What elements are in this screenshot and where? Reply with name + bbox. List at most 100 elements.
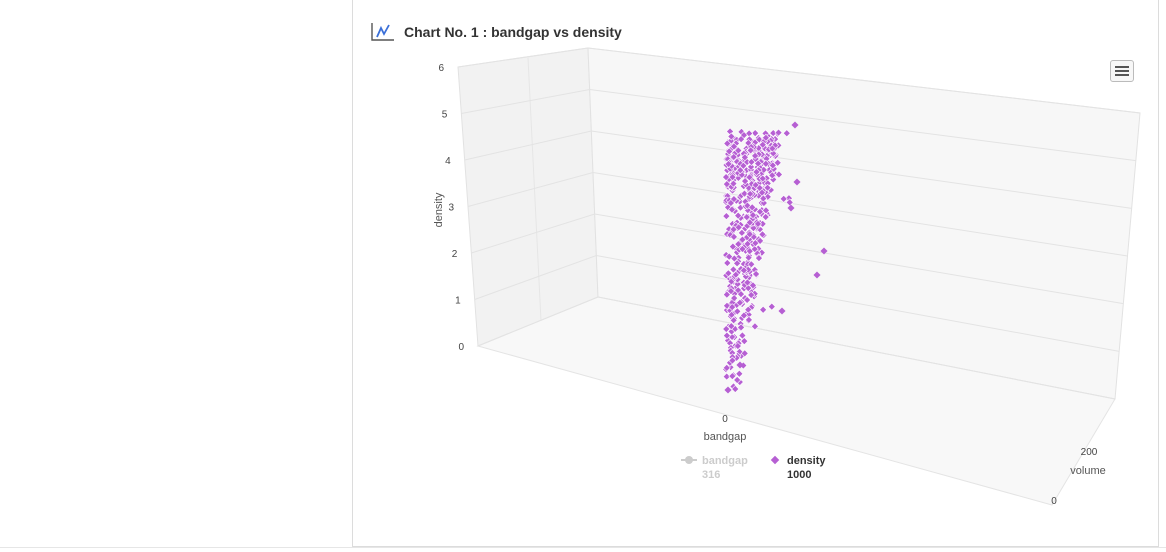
- data-point: [737, 135, 746, 144]
- data-point: [734, 240, 743, 249]
- data-point: [740, 189, 749, 198]
- data-point: [723, 259, 732, 267]
- data-point: [769, 129, 778, 138]
- side-wall: [457, 47, 599, 347]
- data-point: [722, 212, 731, 221]
- y-tick: 6: [438, 63, 444, 74]
- data-point: [774, 170, 783, 179]
- chart-menu-button[interactable]: [1110, 60, 1134, 82]
- data-point: [768, 171, 777, 180]
- data-point: [722, 363, 731, 372]
- data-point: [744, 315, 753, 324]
- gridline: [461, 88, 1136, 162]
- data-point: [728, 332, 737, 341]
- data-point: [728, 173, 737, 182]
- data-point: [731, 270, 740, 279]
- data-point: [748, 203, 757, 212]
- data-point: [754, 219, 762, 228]
- data-point: [746, 189, 755, 198]
- data-point: [738, 331, 747, 340]
- legend-label-bandgap: bandgap: [702, 455, 748, 467]
- data-point: [761, 213, 770, 221]
- data-point: [740, 153, 749, 162]
- data-point: [761, 159, 770, 168]
- data-point: [740, 337, 749, 346]
- data-point: [746, 146, 755, 155]
- y-tick: 5: [442, 110, 448, 121]
- data-point: [749, 211, 757, 220]
- data-point: [735, 298, 744, 307]
- y-axis-ticks: 0 1 2 3 4 5 6: [438, 63, 464, 353]
- data-point: [724, 160, 733, 168]
- x-axis-title: bandgap: [704, 431, 747, 443]
- data-point: [741, 177, 750, 186]
- data-point: [728, 205, 736, 214]
- legend-item-bandgap[interactable]: bandgap 316: [681, 455, 748, 481]
- data-point: [743, 239, 752, 248]
- data-point: [752, 270, 761, 278]
- data-point: [751, 129, 760, 138]
- data-point: [742, 213, 751, 222]
- data-point: [752, 168, 761, 176]
- data-point: [758, 230, 767, 239]
- data-point: [722, 173, 731, 182]
- data-point: [779, 194, 788, 203]
- legend-item-density[interactable]: density 1000: [770, 455, 827, 481]
- gridline: [467, 171, 1128, 257]
- data-point: [756, 236, 765, 245]
- density-series[interactable]: [722, 121, 828, 394]
- data-point: [740, 311, 748, 320]
- data-point: [758, 140, 767, 149]
- data-point: [774, 128, 783, 137]
- data-point: [793, 178, 801, 186]
- data-point: [747, 260, 756, 269]
- data-point: [744, 253, 753, 262]
- gridline: [474, 254, 1120, 352]
- z-tick: 200: [1081, 447, 1098, 458]
- data-point: [722, 290, 731, 299]
- data-point: [813, 271, 821, 279]
- data-point: [758, 219, 767, 228]
- data-point: [740, 349, 749, 358]
- data-point: [730, 294, 739, 303]
- data-point: [728, 303, 737, 312]
- data-point: [785, 198, 794, 207]
- data-point: [738, 245, 747, 253]
- line-chart-icon: [371, 23, 394, 41]
- data-point: [733, 375, 742, 384]
- data-point: [754, 254, 763, 263]
- data-point: [725, 252, 734, 261]
- data-point: [722, 325, 731, 333]
- data-point: [738, 235, 747, 244]
- data-point: [729, 142, 738, 151]
- gridline: [457, 47, 1141, 114]
- data-point: [820, 247, 828, 255]
- data-point: [725, 147, 734, 156]
- data-point: [734, 146, 743, 155]
- data-point: [768, 161, 777, 170]
- data-point: [729, 153, 738, 161]
- data-point: [791, 121, 799, 129]
- y-tick: 2: [452, 249, 458, 260]
- data-point: [759, 305, 768, 314]
- gridlines: [457, 47, 1141, 400]
- data-point: [728, 356, 737, 365]
- data-point: [747, 291, 756, 299]
- data-point: [727, 310, 736, 319]
- data-point: [735, 369, 744, 378]
- data-point: [726, 287, 735, 296]
- data-point: [743, 278, 752, 287]
- data-point: [745, 218, 754, 227]
- legend-label-density: density: [787, 455, 826, 467]
- gridline: [464, 130, 1132, 209]
- data-point: [722, 331, 731, 340]
- data-point: [726, 199, 735, 207]
- data-point: [728, 348, 737, 357]
- data-point: [787, 204, 795, 212]
- data-point: [737, 323, 746, 332]
- legend-count-bandgap: 316: [702, 469, 720, 481]
- data-point: [750, 245, 759, 254]
- y-axis-title: density: [433, 192, 445, 227]
- data-point: [743, 295, 752, 304]
- data-point: [747, 162, 755, 171]
